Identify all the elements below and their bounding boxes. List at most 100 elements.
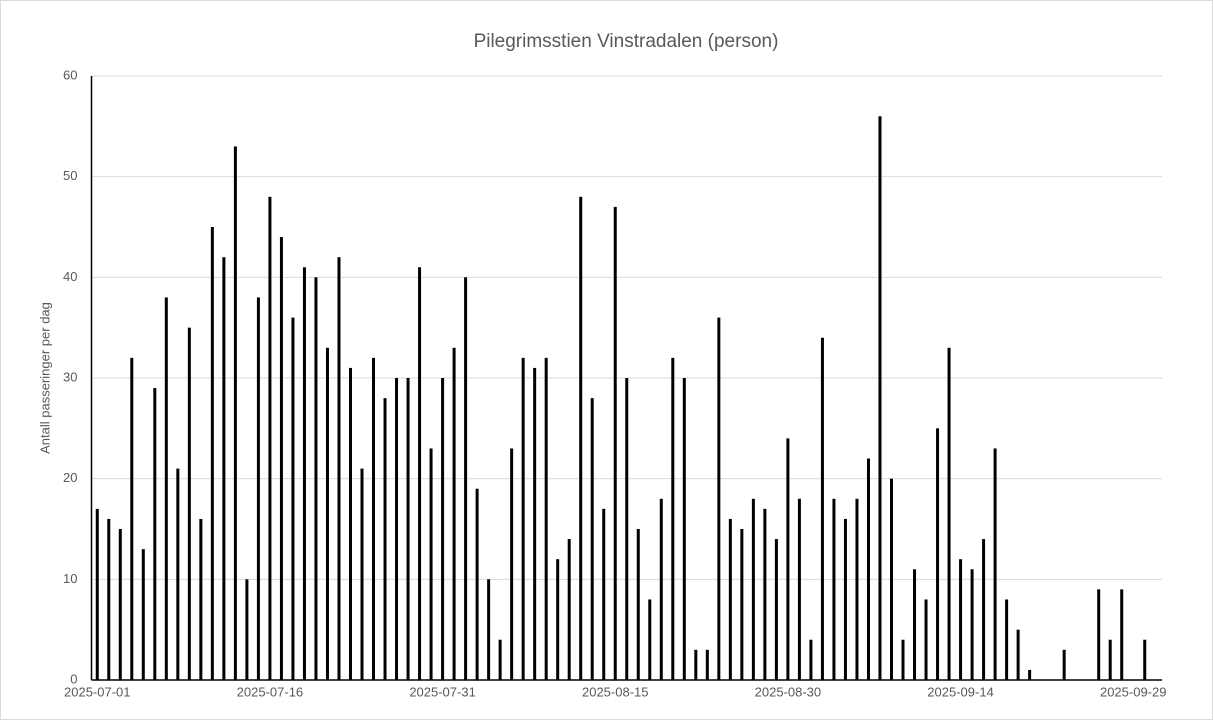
bar [510,448,514,680]
bar [360,468,364,680]
y-tick-label: 40 [63,269,77,284]
bar [1016,629,1020,680]
bar [544,357,548,680]
bar [936,428,940,680]
bar [786,438,790,680]
bar [348,367,352,680]
bar [256,297,260,680]
bar [717,317,721,680]
bar [395,378,399,680]
bar [372,357,376,680]
y-tick-label: 0 [70,671,77,686]
bar [889,478,893,680]
bar [959,559,963,680]
x-tick-label: 2025-08-30 [755,684,822,699]
bar [337,257,341,680]
bar [130,357,134,680]
bar [982,539,986,680]
bar [728,518,732,680]
bar [567,539,571,680]
x-tick-label: 2025-07-01 [64,684,131,699]
bar [671,357,675,680]
bar [475,488,479,680]
bar [118,529,122,680]
bar [705,649,709,680]
bar [199,518,203,680]
bar [153,388,157,680]
bar [164,297,168,680]
bar [694,649,698,680]
bar [107,518,111,680]
x-tick-label: 2025-07-31 [409,684,476,699]
bar [878,116,882,681]
bar [1005,599,1009,680]
bar [843,518,847,680]
x-tick-label: 2025-09-14 [927,684,994,699]
bar [279,237,283,681]
bar [924,599,928,680]
bar [832,498,836,680]
bar [245,579,249,680]
bar [556,559,560,680]
bar [487,579,491,680]
bar [993,448,997,680]
bar [797,498,801,680]
bar [682,378,686,680]
bar [1028,669,1032,680]
x-tick-label: 2025-09-29 [1100,684,1167,699]
bar [187,327,191,680]
bar [314,277,318,680]
bar [636,529,640,680]
y-tick-label: 30 [63,369,77,384]
bar [809,639,813,680]
bar [659,498,663,680]
bar [452,347,456,680]
bar [613,206,617,680]
bar [648,599,652,680]
x-tick-label: 2025-07-16 [237,684,304,699]
bar [383,398,387,680]
bar [970,569,974,680]
bar [95,508,99,680]
bar [590,398,594,680]
bar [579,196,583,681]
bar [1062,649,1066,680]
bar [751,498,755,680]
bar [429,448,433,680]
bar [325,347,329,680]
bar [866,458,870,680]
y-tick-label: 50 [63,168,77,183]
bar [625,378,629,680]
bar [441,378,445,680]
bar [233,146,237,680]
y-axis-label: Antall passeringer per dag [37,302,52,454]
bar [176,468,180,680]
bar [740,529,744,680]
bar [141,549,145,680]
bar [222,257,226,680]
bar [901,639,905,680]
bar [521,357,525,680]
bar [1108,639,1112,680]
bar [291,317,295,680]
bar [855,498,859,680]
bar [774,539,778,680]
bar [602,508,606,680]
y-tick-label: 10 [63,571,77,586]
bar [464,277,468,680]
bar [1120,589,1124,680]
bar [406,378,410,680]
bar [302,267,306,680]
bar [533,367,537,680]
x-tick-label: 2025-08-15 [582,684,649,699]
bar [763,508,767,680]
bar [498,639,502,680]
bar [268,196,272,681]
bar [210,227,214,680]
bar [418,267,422,680]
bar [947,347,951,680]
bar [1143,639,1147,680]
